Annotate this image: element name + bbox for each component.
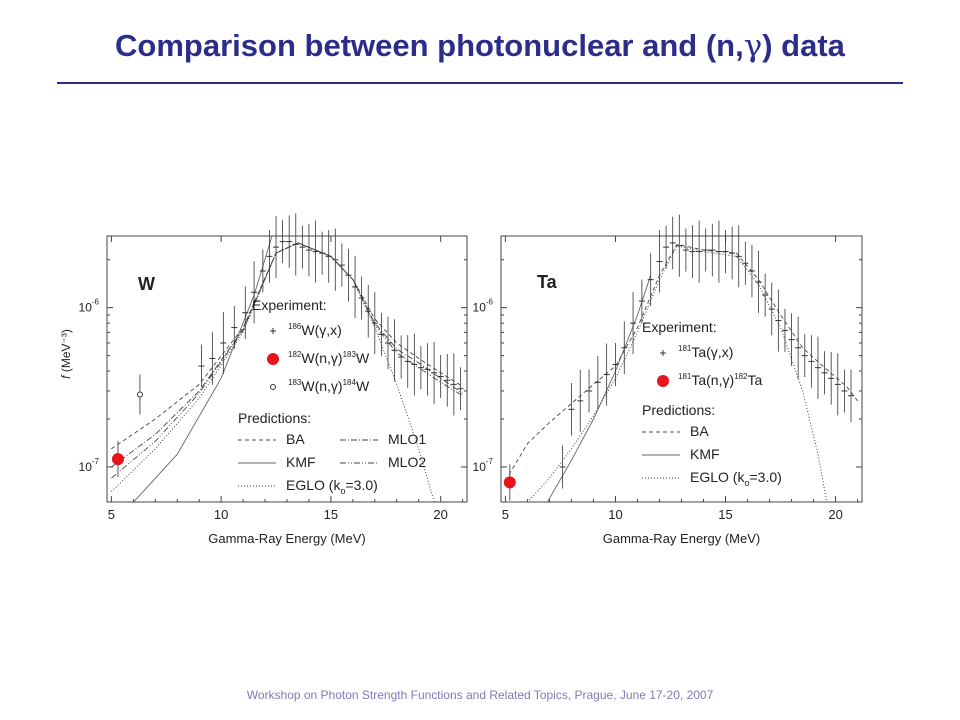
legend-predictions-title: Predictions: [238, 410, 311, 426]
x-tick-label: 20 [433, 507, 447, 522]
x-tick-label: 5 [108, 507, 115, 522]
legend-prediction-label: EGLO (ko=3.0) [286, 477, 378, 496]
data-point [136, 391, 143, 398]
y-tick-label: 10-6 [79, 298, 100, 315]
x-axis-label: Gamma-Ray Energy (MeV) [603, 531, 760, 546]
y-tick-label: 10-6 [473, 298, 494, 315]
curve-ba [505, 243, 858, 481]
data-point [111, 453, 124, 466]
title-gamma: γ [743, 28, 763, 64]
legend-experiment-title: Experiment: [252, 297, 327, 313]
legend-experiment-title: Experiment: [642, 319, 717, 335]
legend-experiment-label: 182W(n,γ)183W [288, 350, 370, 366]
chart-panel-ta: 5 10 15 20 10-6 10-7 Gamma-Ray Energy (MeV) Ta E… [473, 214, 863, 546]
x-axis-label: Gamma-Ray Energy (MeV) [208, 531, 365, 546]
legend-predictions-title: Predictions: [642, 402, 715, 418]
legend-prediction-label: BA [286, 431, 305, 447]
y-tick-label: 10-7 [473, 457, 494, 474]
footer-text: Workshop on Photon Strength Functions an… [246, 688, 714, 702]
panel-label: W [138, 274, 155, 294]
title-rule [57, 82, 903, 84]
legend-marker [267, 353, 279, 365]
x-tick-label: 5 [502, 507, 509, 522]
legend-prediction-label: MLO2 [388, 454, 426, 470]
x-tick-label: 15 [718, 507, 732, 522]
y-tick-label: 10-7 [79, 457, 100, 474]
legend-experiment-label: 186W(γ,x) [288, 322, 342, 338]
title-suffix: ) data [762, 28, 845, 63]
curve-kmf [132, 236, 273, 502]
y-axis-label: f (MeV⁻³) [59, 329, 73, 379]
x-tick-label: 15 [324, 507, 338, 522]
slide-title: Comparison between photonuclear and (n,γ… [0, 28, 960, 64]
legend-prediction-label: KMF [286, 454, 316, 470]
chart-panel-w: 5 10 15 20 10-6 10-7 Gamma-Ray Energy (MeV) f (… [59, 213, 468, 546]
x-tick-label: 10 [214, 507, 228, 522]
title-prefix: Comparison between photonuclear and (n, [115, 28, 744, 63]
legend-prediction-label: BA [690, 423, 709, 439]
curve-kmf [546, 275, 652, 502]
legend-marker [270, 384, 276, 390]
curves-group [505, 243, 858, 502]
curve-ba [111, 242, 463, 450]
legend-marker [657, 375, 669, 387]
data-point [503, 476, 516, 489]
x-tick-label: 10 [608, 507, 622, 522]
panel-label: Ta [537, 272, 558, 292]
legend-prediction-label: EGLO (ko=3.0) [690, 469, 782, 488]
curve-eglo [111, 242, 435, 502]
x-tick-label: 20 [828, 507, 842, 522]
legend-prediction-label: KMF [690, 446, 720, 462]
legend-prediction-label: MLO1 [388, 431, 426, 447]
legend-experiment-label: 181Ta(n,γ)182Ta [678, 372, 763, 388]
legend-experiment-label: 181Ta(γ,x) [678, 344, 733, 360]
legend-experiment-label: 183W(n,γ)184W [288, 378, 370, 394]
